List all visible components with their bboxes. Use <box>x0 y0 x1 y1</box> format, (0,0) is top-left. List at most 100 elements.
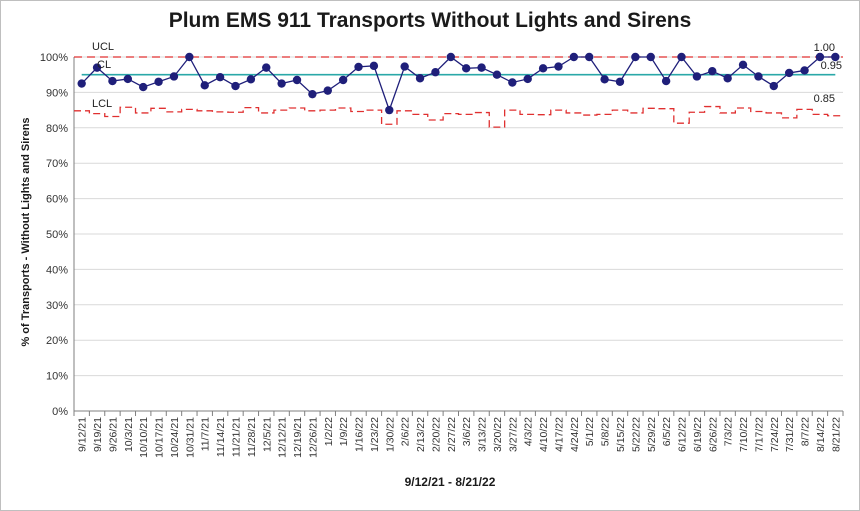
x-tick-label: 11/14/21 <box>215 417 227 457</box>
data-point <box>431 68 440 77</box>
x-tick-label: 10/24/21 <box>169 417 181 458</box>
x-tick-label: 2/27/22 <box>446 417 458 452</box>
x-tick-label: 3/6/22 <box>461 417 473 446</box>
x-tick-label: 12/12/21 <box>277 417 289 458</box>
data-point <box>585 52 594 62</box>
data-point <box>738 60 748 69</box>
data-point <box>461 64 471 73</box>
x-tick-label: 1/30/22 <box>384 417 396 452</box>
x-tick-label: 11/7/21 <box>200 417 212 451</box>
data-point <box>108 76 117 86</box>
data-point <box>508 78 517 87</box>
y-tick-label: 60% <box>46 194 68 206</box>
data-point <box>708 66 717 76</box>
data-point <box>354 62 363 72</box>
data-point <box>400 62 409 71</box>
data-point <box>169 72 179 81</box>
x-tick-label: 7/31/22 <box>784 417 796 452</box>
y-tick-label: 0% <box>52 406 68 418</box>
data-point <box>523 74 532 84</box>
x-tick-label: 5/8/22 <box>600 417 612 446</box>
x-tick-label: 4/3/22 <box>523 417 535 446</box>
x-tick-label: 1/23/22 <box>369 417 381 452</box>
x-tick-label: 8/14/22 <box>815 417 827 452</box>
x-tick-label: 3/13/22 <box>477 417 489 452</box>
data-point <box>477 63 486 72</box>
x-tick-label: 6/12/22 <box>677 417 689 452</box>
data-point <box>308 89 317 99</box>
x-tick-label: 2/20/22 <box>430 417 442 452</box>
data-point <box>569 52 579 62</box>
x-tick-label: 10/10/21 <box>138 417 150 458</box>
y-tick-label: 20% <box>46 335 68 347</box>
data-point <box>262 63 271 72</box>
data-point <box>292 75 302 85</box>
x-tick-label: 9/19/21 <box>92 417 104 452</box>
x-tick-label: 7/17/22 <box>753 417 765 452</box>
cl-value: 0.95 <box>821 60 842 72</box>
x-tick-label: 1/9/22 <box>338 417 350 446</box>
x-tick-label: 10/17/21 <box>154 417 166 458</box>
data-point <box>369 61 379 71</box>
x-tick-label: 12/26/21 <box>307 417 319 458</box>
lcl-line <box>74 105 843 128</box>
data-point <box>215 72 225 82</box>
data-point <box>769 81 778 91</box>
ucl-value: 1.00 <box>814 42 835 54</box>
data-point <box>277 79 286 88</box>
y-tick-label: 90% <box>46 87 68 99</box>
x-tick-label: 6/5/22 <box>661 417 673 446</box>
x-tick-label: 5/29/22 <box>646 417 658 452</box>
x-tick-label: 1/16/22 <box>354 417 366 452</box>
data-point <box>661 76 671 86</box>
data-point <box>677 52 686 62</box>
data-point <box>831 52 840 62</box>
x-tick-label: 10/3/21 <box>123 417 135 452</box>
data-point <box>784 68 794 78</box>
data-point <box>723 74 732 83</box>
data-point <box>338 75 348 85</box>
cl-label: CL <box>97 59 111 71</box>
data-point <box>231 81 240 91</box>
x-tick-label: 4/10/22 <box>538 417 550 452</box>
lcl-value: 0.85 <box>814 93 835 105</box>
x-tick-label: 12/19/21 <box>292 417 304 458</box>
x-tick-label: 3/27/22 <box>507 417 519 452</box>
x-tick-label: 11/28/21 <box>246 417 258 457</box>
data-point <box>538 64 548 73</box>
x-tick-label: 5/15/22 <box>615 417 627 452</box>
data-point <box>92 63 102 72</box>
data-point <box>692 72 702 81</box>
lcl-label: LCL <box>92 98 112 110</box>
x-tick-label: 9/26/21 <box>107 417 119 452</box>
y-tick-label: 10% <box>46 371 68 383</box>
data-point <box>554 62 563 71</box>
x-tick-label: 5/1/22 <box>584 417 596 446</box>
data-point <box>77 79 86 88</box>
x-tick-label: 7/3/22 <box>723 417 735 446</box>
x-tick-label: 1/2/22 <box>323 417 335 446</box>
x-tick-label: 6/19/22 <box>692 417 704 452</box>
data-point <box>800 66 809 75</box>
data-point <box>754 72 763 81</box>
x-tick-label: 11/21/21 <box>230 417 242 457</box>
x-tick-label: 3/20/22 <box>492 417 504 452</box>
x-tick-label: 4/24/22 <box>569 417 581 452</box>
y-tick-label: 40% <box>46 264 68 276</box>
x-tick-label: 12/5/21 <box>261 417 273 452</box>
y-tick-label: 70% <box>46 158 68 170</box>
y-tick-label: 50% <box>46 229 68 241</box>
x-tick-label: 9/12/21 <box>77 417 89 452</box>
data-point <box>492 70 502 79</box>
y-tick-label: 100% <box>40 52 68 64</box>
x-tick-label: 2/13/22 <box>415 417 427 452</box>
data-point <box>323 86 332 95</box>
data-point <box>615 77 625 86</box>
data-series-line <box>81 55 836 113</box>
data-point <box>446 52 456 62</box>
x-tick-label: 5/22/22 <box>630 417 642 452</box>
data-point <box>246 75 256 84</box>
data-point <box>631 52 640 62</box>
x-tick-label: 8/7/22 <box>800 417 812 446</box>
data-point <box>185 52 194 62</box>
